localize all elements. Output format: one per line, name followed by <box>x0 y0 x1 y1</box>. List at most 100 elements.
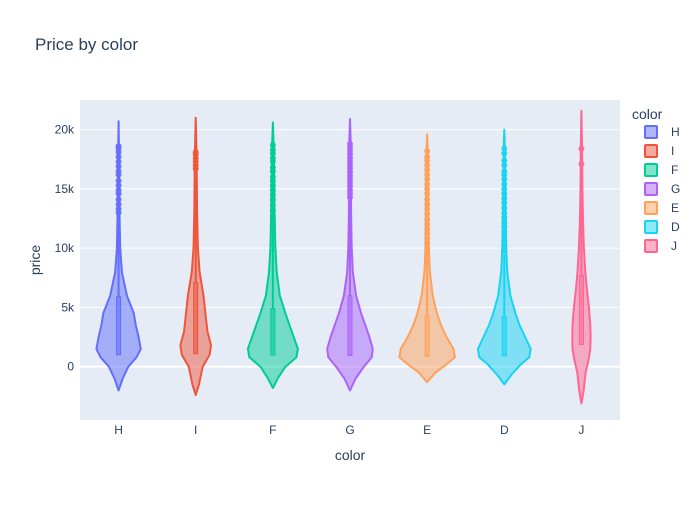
outlier-point <box>501 228 508 235</box>
outlier-point <box>424 190 431 197</box>
legend-item-J[interactable]: J <box>644 239 677 253</box>
legend-item-H[interactable]: H <box>644 125 680 139</box>
violin-E[interactable] <box>398 133 456 384</box>
legend-item-I[interactable]: I <box>644 144 674 158</box>
outlier-point <box>269 221 276 228</box>
outlier-point <box>424 254 431 261</box>
legend-label: G <box>671 182 680 196</box>
legend-title: color <box>632 106 663 122</box>
outlier-point <box>501 190 508 197</box>
x-axis-title: color <box>335 447 366 463</box>
outlier-point <box>347 140 353 147</box>
violin-J[interactable] <box>571 109 592 405</box>
y-axis-title: price <box>27 245 43 276</box>
outlier-point <box>115 187 122 194</box>
outlier-point <box>578 161 585 167</box>
x-tick-label: I <box>194 423 197 437</box>
outlier-point <box>501 176 508 183</box>
outlier-point <box>501 209 508 216</box>
legend-label: J <box>671 239 677 253</box>
legend-item-F[interactable]: F <box>644 163 678 177</box>
outlier-point <box>501 242 508 249</box>
x-tick-label: F <box>269 423 276 437</box>
violin-H[interactable] <box>95 120 142 392</box>
violin-G[interactable] <box>326 118 374 392</box>
outlier-point <box>501 214 508 221</box>
y-tick-label: 0 <box>67 360 74 374</box>
chart-title: Price by color <box>35 35 138 54</box>
outlier-point <box>424 162 431 169</box>
violins <box>95 109 592 405</box>
outlier-point <box>501 247 508 254</box>
x-tick-label: E <box>423 423 431 437</box>
outlier-point <box>115 153 122 160</box>
outlier-point <box>501 223 508 230</box>
outlier-point <box>115 201 122 208</box>
legend-swatch <box>644 125 658 139</box>
outlier-point <box>424 226 431 233</box>
outlier-point <box>269 207 276 214</box>
violin-F[interactable] <box>246 121 299 389</box>
violin-box <box>578 274 584 346</box>
x-tick-label: G <box>345 423 354 437</box>
outlier-point <box>578 145 585 152</box>
violin-D[interactable] <box>476 128 532 386</box>
outlier-point <box>424 230 431 237</box>
legend-item-E[interactable]: E <box>644 201 679 215</box>
violin-box <box>347 295 353 356</box>
outlier-point <box>192 149 199 156</box>
legend-swatch <box>644 144 658 158</box>
outlier-point <box>269 216 276 223</box>
outlier-point <box>424 153 431 160</box>
violin-I[interactable] <box>179 116 212 397</box>
outlier-point <box>115 177 122 184</box>
outlier-point <box>501 157 508 164</box>
outlier-point <box>269 211 276 218</box>
outlier-point <box>269 187 276 194</box>
outlier-point <box>424 171 431 178</box>
outlier-point <box>501 195 508 202</box>
legend-label: H <box>671 125 680 139</box>
outlier-point <box>269 155 276 162</box>
outlier-point <box>115 196 122 203</box>
legend-label: D <box>671 220 680 234</box>
x-tick-label: H <box>114 423 123 437</box>
outlier-point <box>501 145 508 152</box>
outlier-point <box>501 150 508 157</box>
outlier-point <box>115 168 122 175</box>
outlier-point <box>424 166 431 173</box>
outlier-point <box>269 174 276 181</box>
outlier-point <box>501 168 508 175</box>
outlier-point <box>424 259 431 266</box>
legend-swatch <box>644 201 658 215</box>
outlier-point <box>501 200 508 207</box>
legend-item-G[interactable]: G <box>644 182 680 196</box>
outlier-point <box>424 185 431 192</box>
outlier-point <box>424 221 431 228</box>
outlier-point <box>269 191 276 198</box>
outlier-point <box>501 219 508 226</box>
y-tick-labels: 0 5k 10k 15k 20k <box>55 123 75 374</box>
outlier-point <box>269 196 276 203</box>
outlier-point <box>424 240 431 247</box>
legend-swatch <box>644 239 658 253</box>
outlier-point <box>115 163 122 170</box>
legend-swatch <box>644 182 658 196</box>
legend-label: I <box>671 144 674 158</box>
outlier-point <box>501 204 508 211</box>
outlier-point <box>424 201 431 208</box>
outlier-point <box>424 206 431 213</box>
violin-box <box>116 296 122 356</box>
legend-label: E <box>671 201 679 215</box>
violin-box <box>501 316 507 357</box>
legend-item-D[interactable]: D <box>644 220 680 234</box>
outlier-point <box>501 162 508 169</box>
outlier-point <box>424 235 431 242</box>
outlier-point <box>501 238 508 245</box>
outlier-point <box>424 176 431 183</box>
outlier-point <box>269 142 276 149</box>
y-tick-label: 5k <box>61 300 75 314</box>
